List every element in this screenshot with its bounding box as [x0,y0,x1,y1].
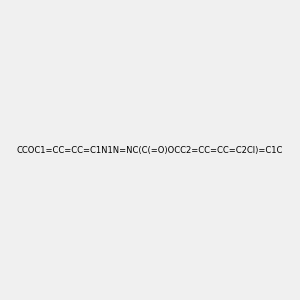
Text: CCOC1=CC=CC=C1N1N=NC(C(=O)OCC2=CC=CC=C2Cl)=C1C: CCOC1=CC=CC=C1N1N=NC(C(=O)OCC2=CC=CC=C2C… [17,146,283,154]
